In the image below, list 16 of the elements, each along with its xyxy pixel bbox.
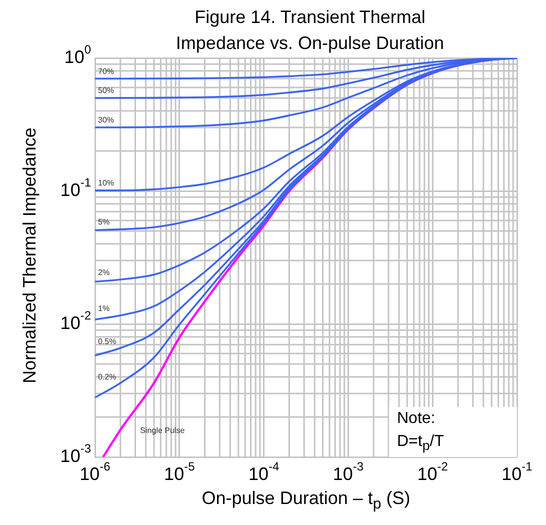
series-label: Single Pulse	[140, 426, 186, 436]
annotation: Note:	[397, 409, 436, 429]
series-label: 30%	[98, 116, 114, 125]
series-label: 70%	[98, 66, 114, 76]
annotation: D=t$_{p}$/T	[397, 432, 445, 456]
series-label: 5%	[98, 218, 110, 227]
series-label: 0.2%	[98, 372, 116, 382]
series-label: 2%	[98, 268, 110, 277]
x-axis-title: On-pulse Duration – t$_{p}$ (S)	[200, 488, 412, 513]
y-axis-title: Normalized Thermal Impedance	[20, 126, 40, 386]
chart-title: Figure 14. Transient Thermal Impedance vs. On-pulse Duration	[174, 6, 446, 55]
note-box: Note: D=t$_{p}$/T	[389, 407, 517, 458]
series-label: 1%	[98, 304, 110, 314]
series-label: 0.5%	[98, 336, 116, 346]
series-label: 50%	[98, 86, 114, 96]
series-label: 10%	[98, 178, 114, 188]
